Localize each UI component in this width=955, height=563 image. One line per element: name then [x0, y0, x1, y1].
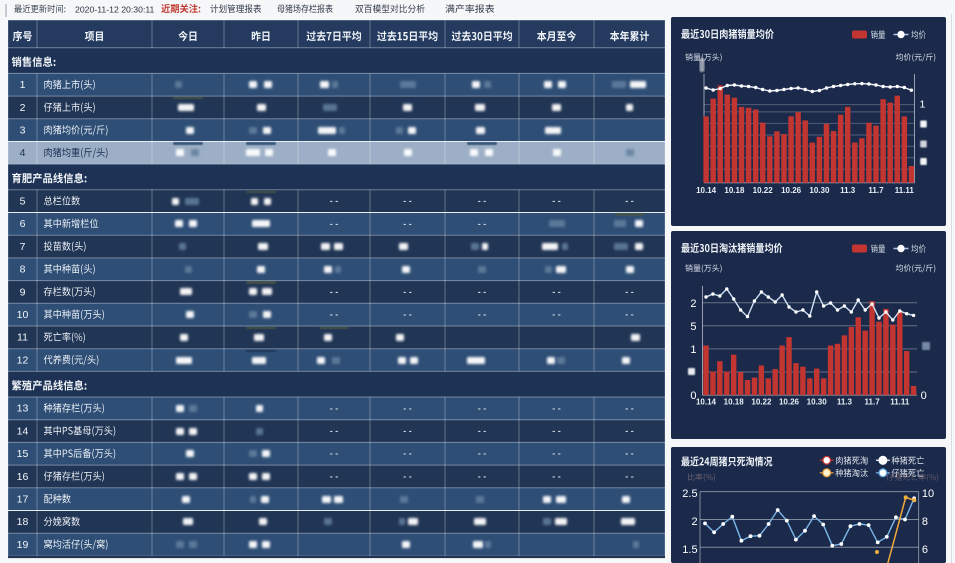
svg-text:16: 16	[17, 471, 29, 483]
svg-text:- -: - -	[403, 426, 412, 436]
svg-text:11.3: 11.3	[837, 398, 853, 407]
svg-text:- -: - -	[478, 196, 487, 206]
svg-text:- -: - -	[478, 426, 487, 436]
svg-text:- -: - -	[403, 310, 412, 320]
svg-text:10.30: 10.30	[807, 398, 828, 407]
svg-text:2: 2	[691, 516, 697, 528]
svg-text:- -: - -	[403, 196, 412, 206]
svg-text:8: 8	[922, 516, 928, 528]
svg-text:2020-11-12 20:30:11: 2020-11-12 20:30:11	[75, 4, 155, 14]
svg-text:- -: - -	[625, 403, 634, 413]
svg-text:5: 5	[20, 196, 26, 208]
svg-text:0: 0	[690, 390, 696, 402]
svg-text:- -: - -	[625, 449, 634, 459]
svg-text:- -: - -	[330, 287, 339, 297]
svg-text:- -: - -	[403, 403, 412, 413]
svg-text:- -: - -	[403, 471, 412, 481]
svg-text:10.22: 10.22	[751, 398, 772, 407]
svg-text:- -: - -	[552, 426, 561, 436]
svg-text:10.18: 10.18	[724, 186, 745, 195]
svg-text:- -: - -	[478, 219, 487, 229]
svg-text:- -: - -	[625, 287, 634, 297]
svg-text:10: 10	[17, 309, 29, 321]
svg-text:11.3: 11.3	[840, 186, 856, 195]
svg-text:12: 12	[17, 354, 29, 366]
svg-text:- -: - -	[552, 287, 561, 297]
svg-text:15: 15	[17, 448, 29, 460]
svg-text:10.14: 10.14	[696, 398, 717, 407]
svg-text:- -: - -	[625, 426, 634, 436]
svg-text:- -: - -	[478, 449, 487, 459]
svg-text:5: 5	[690, 321, 696, 333]
svg-text:- -: - -	[552, 310, 561, 320]
svg-text:- -: - -	[552, 403, 561, 413]
svg-text:6: 6	[922, 544, 928, 556]
svg-text:11.7: 11.7	[868, 186, 884, 195]
svg-text:- -: - -	[330, 219, 339, 229]
svg-text:11: 11	[17, 332, 28, 344]
svg-text:- -: - -	[478, 471, 487, 481]
svg-text:0: 0	[921, 390, 927, 402]
svg-text:10.26: 10.26	[781, 186, 802, 195]
svg-text:- -: - -	[625, 310, 634, 320]
svg-text:3: 3	[20, 125, 26, 137]
svg-text:- -: - -	[552, 471, 561, 481]
svg-text:10: 10	[922, 488, 934, 500]
svg-text:8: 8	[20, 264, 26, 276]
svg-text:11.11: 11.11	[895, 186, 915, 195]
svg-text:13: 13	[17, 403, 29, 415]
svg-text:10.18: 10.18	[724, 398, 745, 407]
svg-text:10.30: 10.30	[809, 186, 830, 195]
svg-text:19: 19	[17, 539, 29, 551]
svg-text:- -: - -	[330, 449, 339, 459]
svg-text:- -: - -	[330, 310, 339, 320]
svg-text:6: 6	[20, 218, 26, 230]
svg-text:11.11: 11.11	[890, 398, 910, 407]
svg-text:- -: - -	[625, 471, 634, 481]
svg-text:11.7: 11.7	[865, 398, 881, 407]
svg-text:1.5: 1.5	[682, 544, 697, 556]
svg-text:- -: - -	[478, 287, 487, 297]
svg-text:- -: - -	[403, 219, 412, 229]
svg-text:10.22: 10.22	[753, 186, 774, 195]
svg-text:18: 18	[17, 516, 29, 528]
svg-text:17: 17	[17, 494, 29, 506]
svg-text:14: 14	[17, 425, 29, 437]
svg-text:- -: - -	[552, 449, 561, 459]
svg-text:10.26: 10.26	[779, 398, 800, 407]
svg-text:10.14: 10.14	[696, 186, 717, 195]
svg-text:- -: - -	[330, 471, 339, 481]
svg-text:- -: - -	[625, 196, 634, 206]
svg-text:- -: - -	[552, 196, 561, 206]
svg-text:1: 1	[690, 344, 696, 356]
svg-text:- -: - -	[478, 310, 487, 320]
svg-text:1: 1	[20, 79, 26, 91]
svg-text:2.5: 2.5	[682, 488, 697, 500]
svg-text:- -: - -	[330, 403, 339, 413]
svg-text:1: 1	[920, 99, 926, 111]
svg-text:2: 2	[690, 298, 696, 310]
svg-text:- -: - -	[403, 449, 412, 459]
svg-text:2: 2	[20, 102, 26, 114]
svg-text:- -: - -	[330, 196, 339, 206]
svg-text:- -: - -	[330, 426, 339, 436]
svg-text:- -: - -	[478, 403, 487, 413]
svg-text:4: 4	[20, 147, 26, 159]
svg-text:- -: - -	[403, 287, 412, 297]
svg-text:9: 9	[20, 286, 26, 298]
svg-text:7: 7	[20, 241, 26, 253]
